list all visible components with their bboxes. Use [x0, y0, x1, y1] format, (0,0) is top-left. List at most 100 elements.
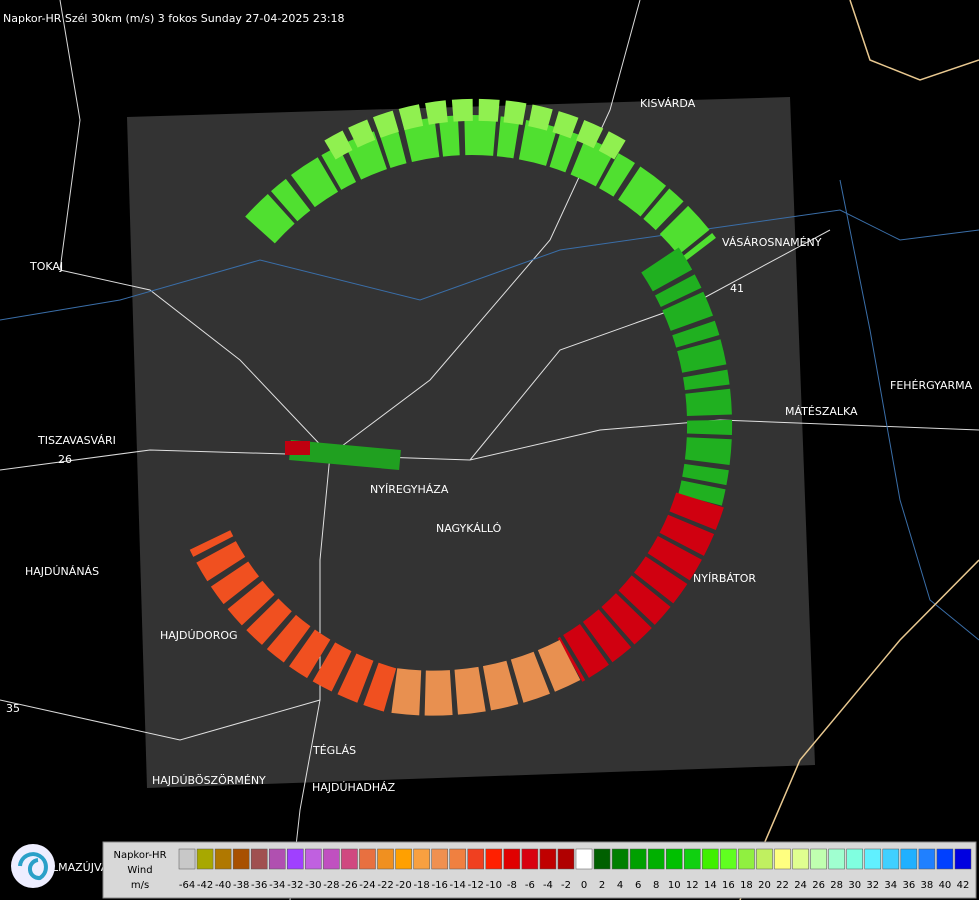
legend-swatch	[629, 848, 647, 870]
legend-swatch	[196, 848, 214, 870]
legend-tick-label: 12	[686, 880, 699, 891]
legend-tick-label: -4	[543, 880, 553, 891]
legend-tick-label: -10	[486, 880, 502, 891]
echo	[557, 492, 724, 682]
legend-tick-label: 26	[812, 880, 825, 891]
legend-swatch	[684, 848, 701, 870]
legend-swatch	[720, 848, 737, 870]
legend-tick-label: 30	[848, 880, 861, 891]
legend-tick-label: -20	[395, 880, 411, 891]
city-label: TÉGLÁS	[312, 744, 356, 757]
legend-line: m/s	[131, 880, 149, 891]
legend-tick-label: -22	[377, 880, 393, 891]
legend-tick-label: 4	[617, 880, 623, 891]
legend-tick-label: 10	[668, 880, 681, 891]
legend-swatch	[449, 848, 466, 870]
legend-tick-label: -16	[431, 880, 447, 891]
legend-swatch	[792, 848, 809, 870]
city-label: HAJDÚBÖSZÖRMÉNY	[152, 774, 266, 787]
road	[59, 0, 81, 271]
legend-tick-label: 32	[866, 880, 879, 891]
legend-tick-label: 14	[704, 880, 717, 891]
echo	[386, 639, 581, 716]
legend-swatch	[341, 848, 358, 870]
legend-tick-label: -12	[468, 880, 484, 891]
legend: Napkor-HR Wind m/s -64 -42 -40 -38 -36 -34 -32…	[102, 841, 977, 899]
map-title: Napkor-HR Szél 30km (m/s) 3 fokos Sunday…	[3, 12, 345, 25]
legend-tick-label: -26	[341, 880, 357, 891]
legend-tick-label: 2	[599, 880, 605, 891]
legend-tick-label: 16	[722, 880, 735, 891]
echo	[245, 115, 716, 263]
legend-swatch	[503, 848, 521, 870]
legend-line: Wind	[127, 865, 152, 876]
legend-swatch	[918, 848, 936, 870]
legend-swatch	[485, 848, 503, 870]
legend-swatch	[756, 848, 773, 870]
legend-tick-label: -64	[179, 880, 195, 891]
legend-tick-label: -24	[359, 880, 375, 891]
river	[0, 209, 979, 321]
legend-swatch	[431, 848, 448, 870]
legend-swatch	[287, 848, 304, 870]
legend-swatch	[846, 848, 863, 870]
city-label: HAJDÚNÁNÁS	[25, 565, 99, 578]
legend-tick-label: 24	[794, 880, 807, 891]
legend-tick-label: 40	[939, 880, 952, 891]
legend-tick-label: 20	[758, 880, 771, 891]
legend-tick-label: 28	[830, 880, 843, 891]
city-label: NAGYKÁLLÓ	[436, 522, 502, 535]
legend-swatch	[268, 848, 286, 870]
legend-tick-label: 38	[921, 880, 934, 891]
legend-tick-label: 6	[635, 880, 641, 891]
border	[739, 559, 979, 900]
legend-swatch	[305, 848, 322, 870]
legend-swatch	[828, 848, 845, 870]
rivers-layer	[0, 179, 979, 641]
legend-tick-label: -40	[215, 880, 231, 891]
legend-swatch	[882, 848, 900, 870]
legend-swatch	[232, 848, 250, 870]
legend-tick-label: -42	[197, 880, 213, 891]
city-label: HAJDÚHADHÁZ	[312, 781, 396, 794]
legend-swatch	[936, 848, 954, 870]
legend-tick-label: -34	[269, 880, 285, 891]
road	[329, 0, 641, 456]
road	[59, 269, 331, 456]
logo	[11, 844, 55, 888]
legend-tick-label: -36	[251, 880, 267, 891]
legend-swatch	[539, 848, 557, 870]
legend-tick-label: 0	[581, 880, 587, 891]
echo	[641, 247, 733, 506]
city-label: VÁSÁROSNAMÉNY	[722, 236, 822, 249]
legend-tick-label: -28	[323, 880, 339, 891]
legend-tick-label: -8	[507, 880, 517, 891]
legend-tick-label: 34	[884, 880, 897, 891]
legend-tick-label: 8	[653, 880, 659, 891]
logo-swirl	[18, 852, 48, 881]
legend-swatch	[900, 848, 918, 870]
legend-swatch	[377, 848, 394, 870]
radar-echo-ring	[189, 98, 733, 716]
legend-swatch	[359, 848, 376, 870]
legend-swatch	[665, 848, 683, 870]
legend-swatch	[611, 848, 629, 870]
legend-tick-label: 18	[740, 880, 753, 891]
logo-circle	[11, 844, 55, 888]
city-label: FEHÉRGYARMA	[890, 379, 973, 392]
echo	[324, 98, 626, 160]
legend-swatch	[521, 848, 539, 870]
legend-swatch	[774, 848, 791, 870]
legend-swatch	[647, 848, 665, 870]
legend-tick-label: -32	[287, 880, 303, 891]
legend-swatch	[323, 848, 340, 870]
river	[839, 179, 979, 641]
legend-tick-label: -18	[413, 880, 429, 891]
road	[469, 229, 831, 461]
legend-swatch	[214, 848, 232, 870]
legend-swatch	[593, 848, 611, 870]
city-label: HAJDÚDOROG	[160, 629, 238, 642]
echo	[189, 529, 397, 712]
city-label: MÁTÉSZALKA	[785, 405, 858, 418]
